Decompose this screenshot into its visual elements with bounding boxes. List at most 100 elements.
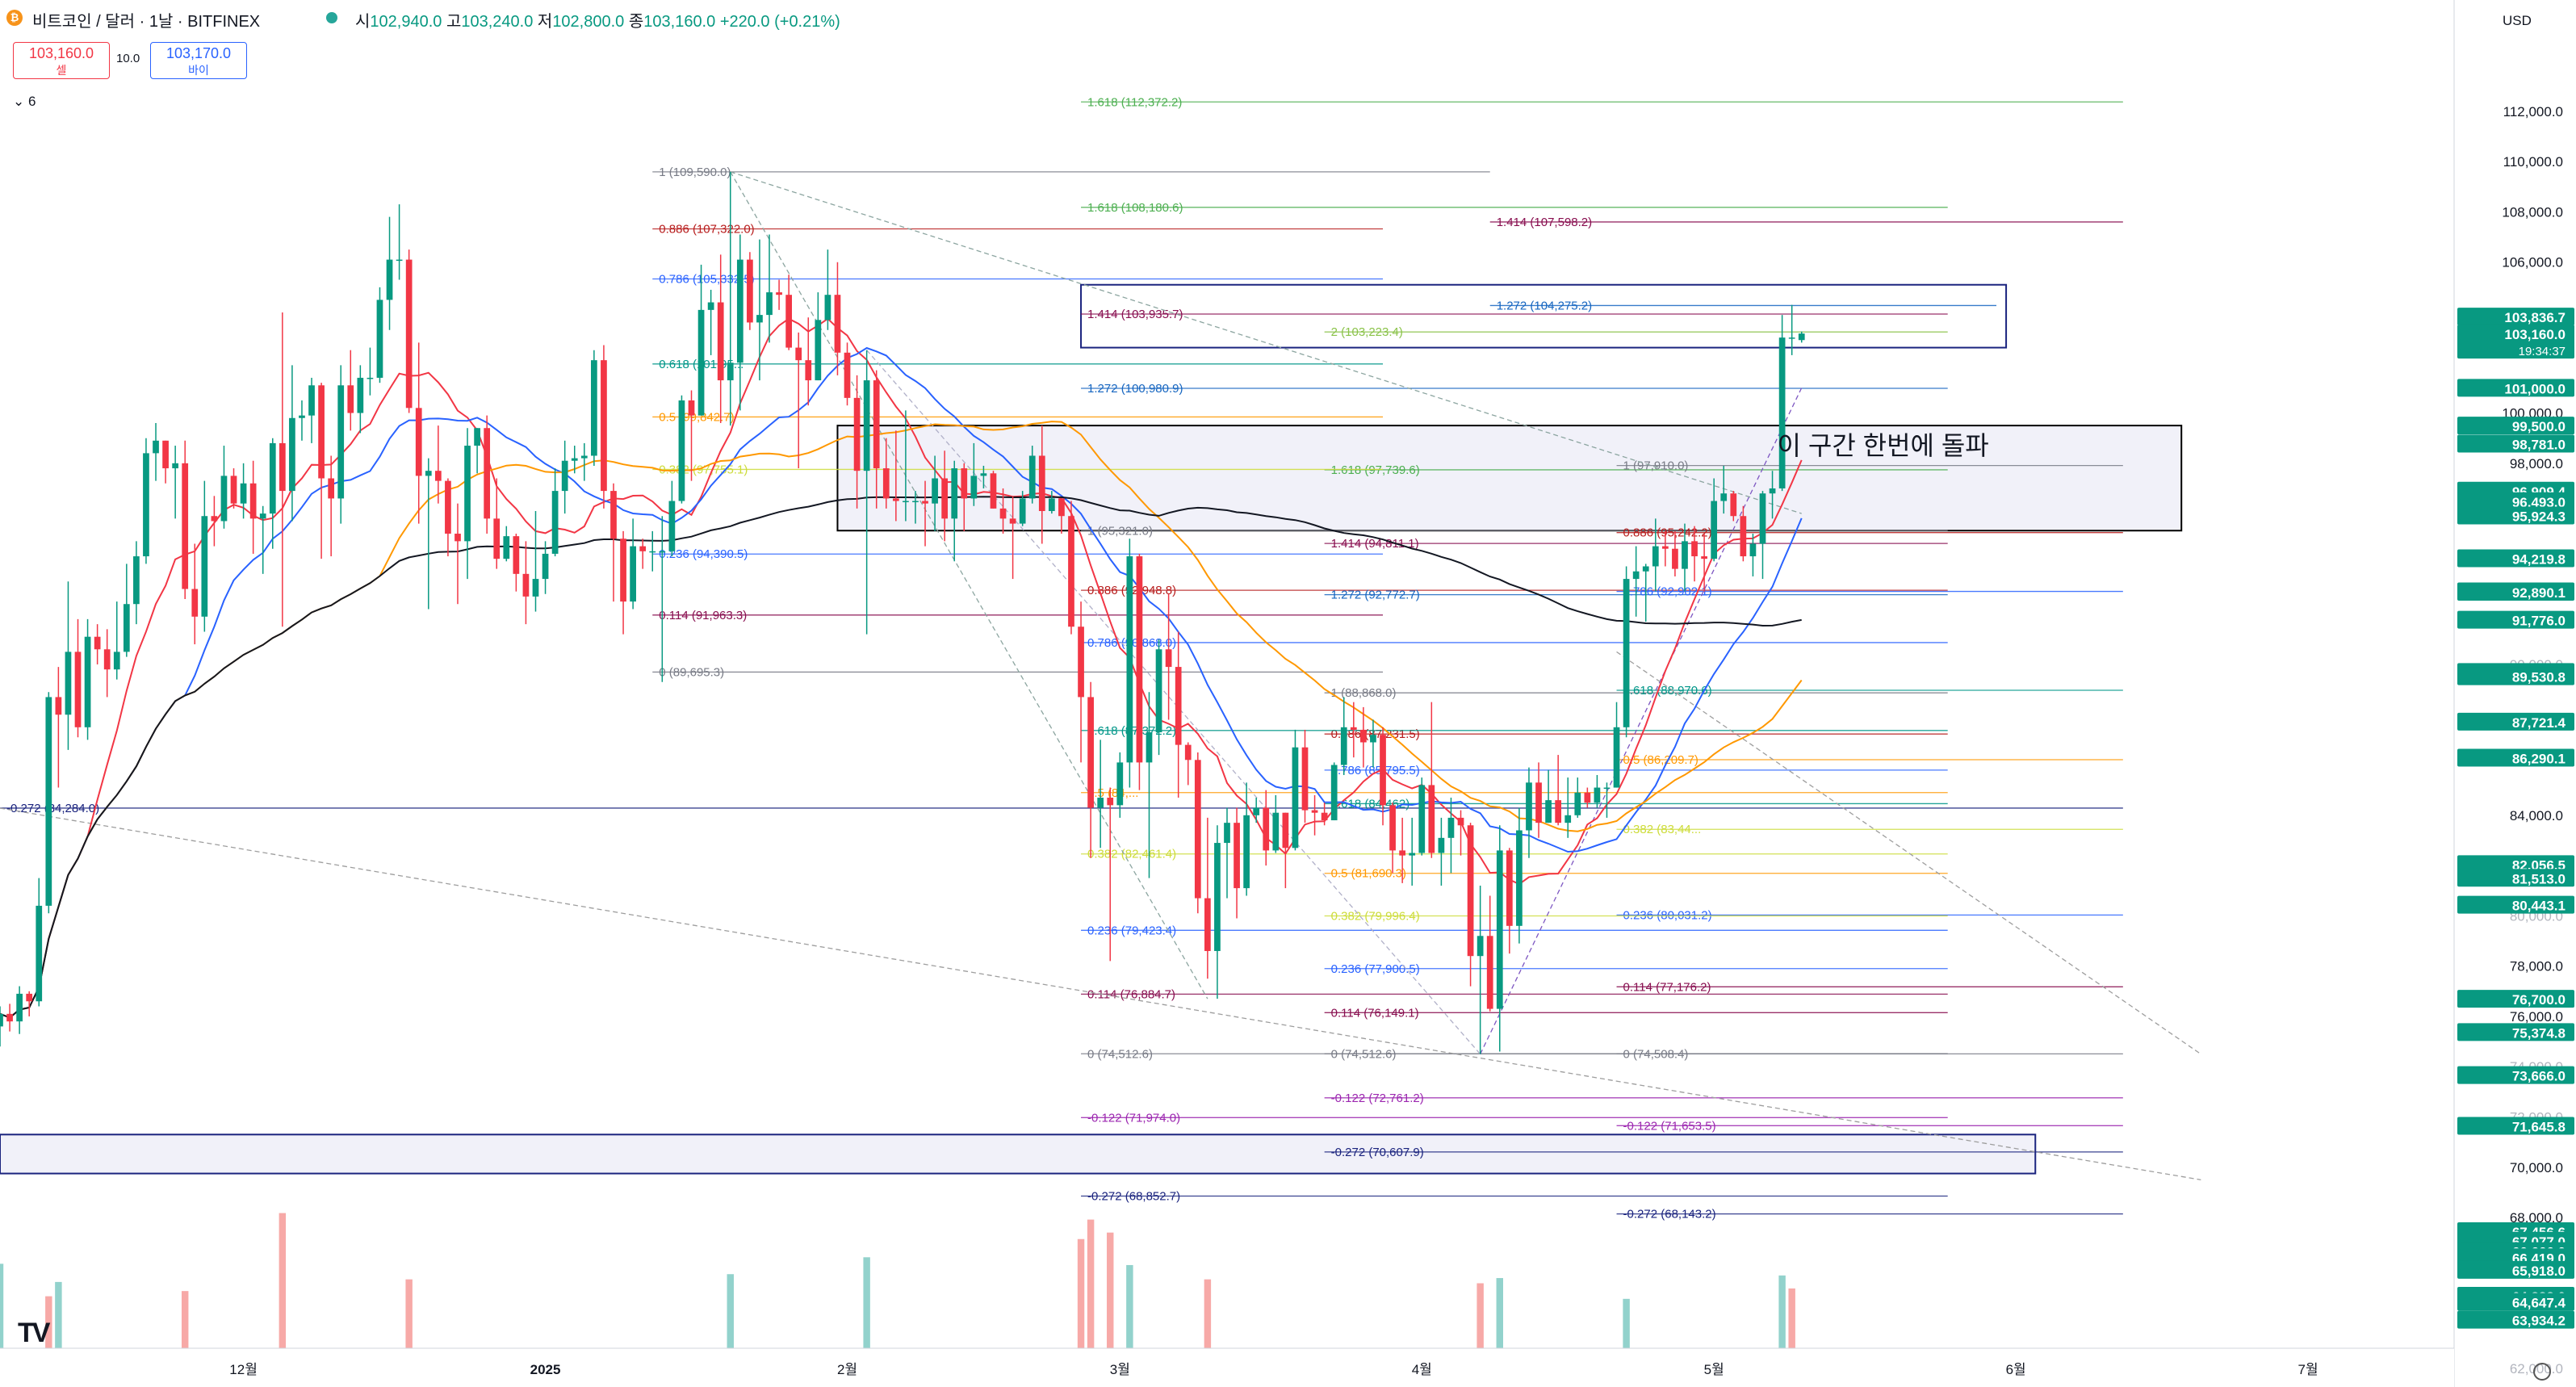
candle-body <box>1107 798 1114 806</box>
time-axis-bg <box>0 1348 2454 1387</box>
candle-body <box>434 471 442 481</box>
time-axis[interactable]: 12월 2025 2월 3월 4월 5월 6월 7월 <box>0 1347 2454 1387</box>
fib-level-label: 0.382 (82,461.4) <box>1087 848 1176 861</box>
price-badge <box>2457 506 2574 525</box>
change-value: +220.0 (+0.21%) <box>719 13 840 31</box>
candle-body <box>347 385 354 413</box>
candle-body <box>932 478 938 504</box>
zone-box <box>1080 283 2008 349</box>
volume-bar <box>1107 1232 1114 1348</box>
candle-body <box>571 458 578 461</box>
countdown-label: 19:34:37 <box>2519 345 2566 358</box>
fib-level-label: 0 (74,512.6) <box>1087 1047 1153 1061</box>
candle-body <box>892 498 899 501</box>
y-tick-label: 98,000.0 <box>2510 456 2563 471</box>
volume-bar <box>279 1213 287 1348</box>
y-tick-label: 84,000.0 <box>2510 808 2563 823</box>
symbol-title[interactable]: 비트코인 / 달러 · 1날 · BITFINEX <box>32 13 261 31</box>
trendline <box>1616 651 2201 1055</box>
volume-bar <box>0 1263 4 1348</box>
y-tick-label: 108,000.0 <box>2502 204 2563 220</box>
price-badge-label: 98,781.0 <box>2512 438 2566 453</box>
sell-price: 103,160.0 <box>28 45 94 61</box>
candle-body <box>367 377 374 379</box>
price-badge-label: 65,918.0 <box>2512 1263 2566 1279</box>
price-badge-label: 71,645.8 <box>2512 1120 2566 1135</box>
x-tick-label: 6월 <box>2006 1362 2026 1377</box>
candle-body <box>795 347 802 361</box>
fib-level-label: 0.114 (76,884.7) <box>1087 987 1175 1001</box>
candle-body <box>697 309 705 416</box>
candle-body <box>1545 800 1552 823</box>
fib-level-label: 0.236 (77,900.5) <box>1331 962 1420 976</box>
y-tick-label: 76,000.0 <box>2510 1009 2563 1025</box>
candle-body <box>834 295 841 353</box>
price-badge <box>2457 379 2574 397</box>
tradingview-logo[interactable]: TV <box>18 1318 50 1348</box>
candle-body <box>1048 498 1055 511</box>
fib-level-label: -0.272 (70,607.9) <box>1331 1146 1424 1159</box>
candle-body <box>299 415 305 418</box>
candle-body <box>1165 649 1172 668</box>
price-badge-label: 80,443.1 <box>2512 899 2566 914</box>
currency-label[interactable]: USD <box>2503 13 2532 28</box>
candle-body <box>1078 626 1084 698</box>
candle-body <box>1574 792 1581 815</box>
candle-body <box>26 993 33 1002</box>
candle-body <box>961 468 968 499</box>
y-tick-label: 110,000.0 <box>2503 154 2563 170</box>
candle-body <box>990 473 997 509</box>
candle-body <box>1243 815 1250 889</box>
candle-body <box>1496 850 1503 1009</box>
gear-icon[interactable] <box>2533 1363 2551 1381</box>
candle-body <box>1214 843 1221 951</box>
price-badge <box>2457 1066 2574 1084</box>
price-badge <box>2457 434 2574 453</box>
candle-body <box>815 320 822 381</box>
price-badge-label: 81,513.0 <box>2512 871 2566 886</box>
candle-body <box>1564 815 1572 823</box>
price-badge-label: 87,721.4 <box>2512 715 2566 731</box>
candle-body <box>1350 727 1357 730</box>
indicators-toggle[interactable]: ⌄ 6 <box>13 94 36 110</box>
sell-button[interactable]: 103,160.0 셀 <box>13 42 110 79</box>
fib-level-label: 1.414 (103,935.7) <box>1087 308 1183 321</box>
candle-body <box>1418 785 1426 853</box>
price-axis[interactable]: 112,000.0110,000.0108,000.0106,000.0100,… <box>2453 0 2576 1387</box>
candle-body <box>16 993 23 1022</box>
price-badge <box>2457 1310 2574 1329</box>
trendline-layer <box>0 171 2201 1180</box>
fib-level-label: 0.886 (95,242.2) <box>1623 526 1712 540</box>
candle-body <box>1467 825 1474 957</box>
candle-body <box>717 302 724 381</box>
candle-body <box>1272 812 1280 851</box>
ma-line-ma200 <box>0 496 1802 1019</box>
candle-body <box>620 538 626 602</box>
price-badge-label: 96,493.0 <box>2512 495 2566 510</box>
price-badge-label: 76,700.0 <box>2512 992 2566 1008</box>
candle-body <box>1603 787 1611 790</box>
candle-body <box>1535 782 1542 823</box>
fib-level-label: 1.618 (112,372.2) <box>1087 95 1182 109</box>
fib-level-label: 0.382 (83,44... <box>1623 823 1702 836</box>
candle-body <box>269 442 276 514</box>
fib-level-label: 0.5 (86,209.7) <box>1623 753 1698 767</box>
candle-body <box>649 551 656 553</box>
high-value: 103,240.0 <box>461 13 534 31</box>
candle-body <box>36 905 43 1002</box>
trendline <box>730 171 1802 514</box>
candle-body <box>240 483 247 504</box>
price-badge <box>2457 1023 2574 1041</box>
price-badge-label: 63,934.2 <box>2512 1314 2566 1329</box>
candle-body <box>474 428 480 446</box>
candle-body <box>74 652 82 727</box>
candle-body <box>337 385 345 499</box>
candle-body <box>162 440 169 469</box>
price-badge <box>2457 855 2574 874</box>
buy-button[interactable]: 103,170.0 바이 <box>150 42 247 79</box>
price-badge-label: 103,836.7 <box>2504 310 2566 325</box>
fib-level-label: 1.618 (97,739.6) <box>1331 463 1420 477</box>
candle-body <box>1116 762 1124 806</box>
